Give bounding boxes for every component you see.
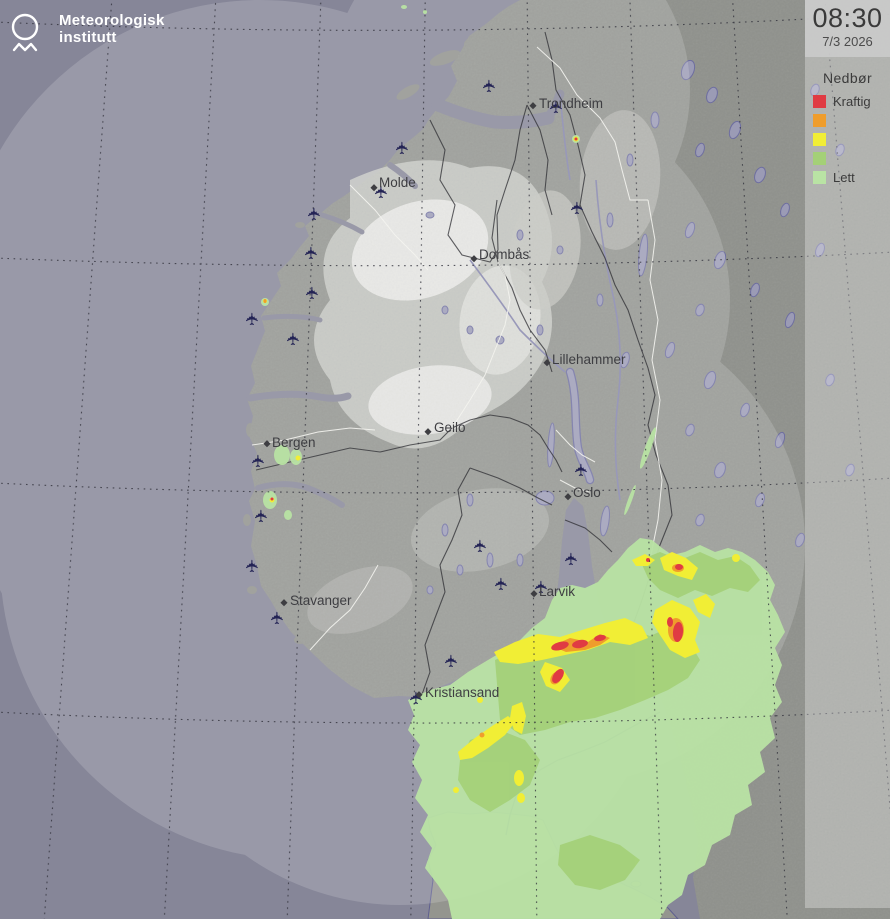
airplane-icon: ✈ [243,312,263,326]
legend-label: Lett [833,170,855,185]
airplane-icon: ✈ [547,100,567,114]
city-labels: Trondheim Molde Dombås Lillehammer Geilo… [272,96,626,700]
legend-swatch-yellow [813,133,826,146]
airplane-icon: ✈ [471,539,491,553]
logo-line2: institutt [59,28,117,46]
rivers [469,93,622,501]
city-label: Kristiansand [425,685,499,700]
airplane-icon: ✈ [249,454,269,468]
precipitation-heavy [270,137,684,684]
airplane-icon: ✈ [305,207,325,221]
legend-item [805,111,890,130]
met-institute-logo: Meteorologisk institutt [10,10,165,55]
legend-swatch-orange [813,114,826,127]
legend-item: Lett [805,168,890,187]
legend-swatch-green [813,152,826,165]
city-label: Dombås [479,247,530,262]
airplane-icon: ✈ [372,185,392,199]
lakes [425,59,855,595]
date-display: 7/3 2026 [822,34,873,49]
airplane-icon: ✈ [284,332,304,346]
airplane-icon: ✈ [568,201,588,215]
legend-label: Kraftig [833,94,871,109]
time-display: 08:30 [812,3,883,33]
airplane-icon: ✈ [407,691,427,705]
airplane-icon: ✈ [442,654,462,668]
met-logo-icon [11,13,39,52]
airplane-icon: ✈ [302,246,322,260]
airplane-icon: ✈ [562,552,582,566]
city-label: Larvik [539,584,575,599]
precipitation-legend: Nedbør Kraftig Lett [805,70,890,187]
city-label: Geilo [434,420,466,435]
airplane-icon: ✈ [252,509,272,523]
logo-text: Meteorologisk institutt [59,12,165,47]
airplane-icon: ✈ [393,141,413,155]
city-label: Oslo [573,485,601,500]
city-markers [263,102,572,699]
legend-title: Nedbør [822,70,873,86]
airplane-icon: ✈ [572,463,592,477]
airplane-icon: ✈ [268,611,288,625]
airplane-icon: ✈ [303,286,323,300]
logo-line1: Meteorologisk [59,12,165,29]
legend-swatch-heavy [813,95,826,108]
city-label: Lillehammer [552,352,626,367]
airplane-icon: ✈ [532,580,552,594]
city-label: Molde [379,175,416,190]
legend-swatch-light [813,171,826,184]
clock-panel: 08:30 7/3 2026 [805,0,890,57]
airplane-icon: ✈ [492,577,512,591]
legend-item [805,149,890,168]
legend-item: Kraftig [805,92,890,111]
city-label: Stavanger [290,593,352,608]
legend-strip-background [805,57,890,908]
airplane-icon: ✈ [480,79,500,93]
city-label: Bergen [272,435,316,450]
airplane-icon: ✈ [243,559,263,573]
legend-item [805,130,890,149]
city-label: Trondheim [539,96,603,111]
